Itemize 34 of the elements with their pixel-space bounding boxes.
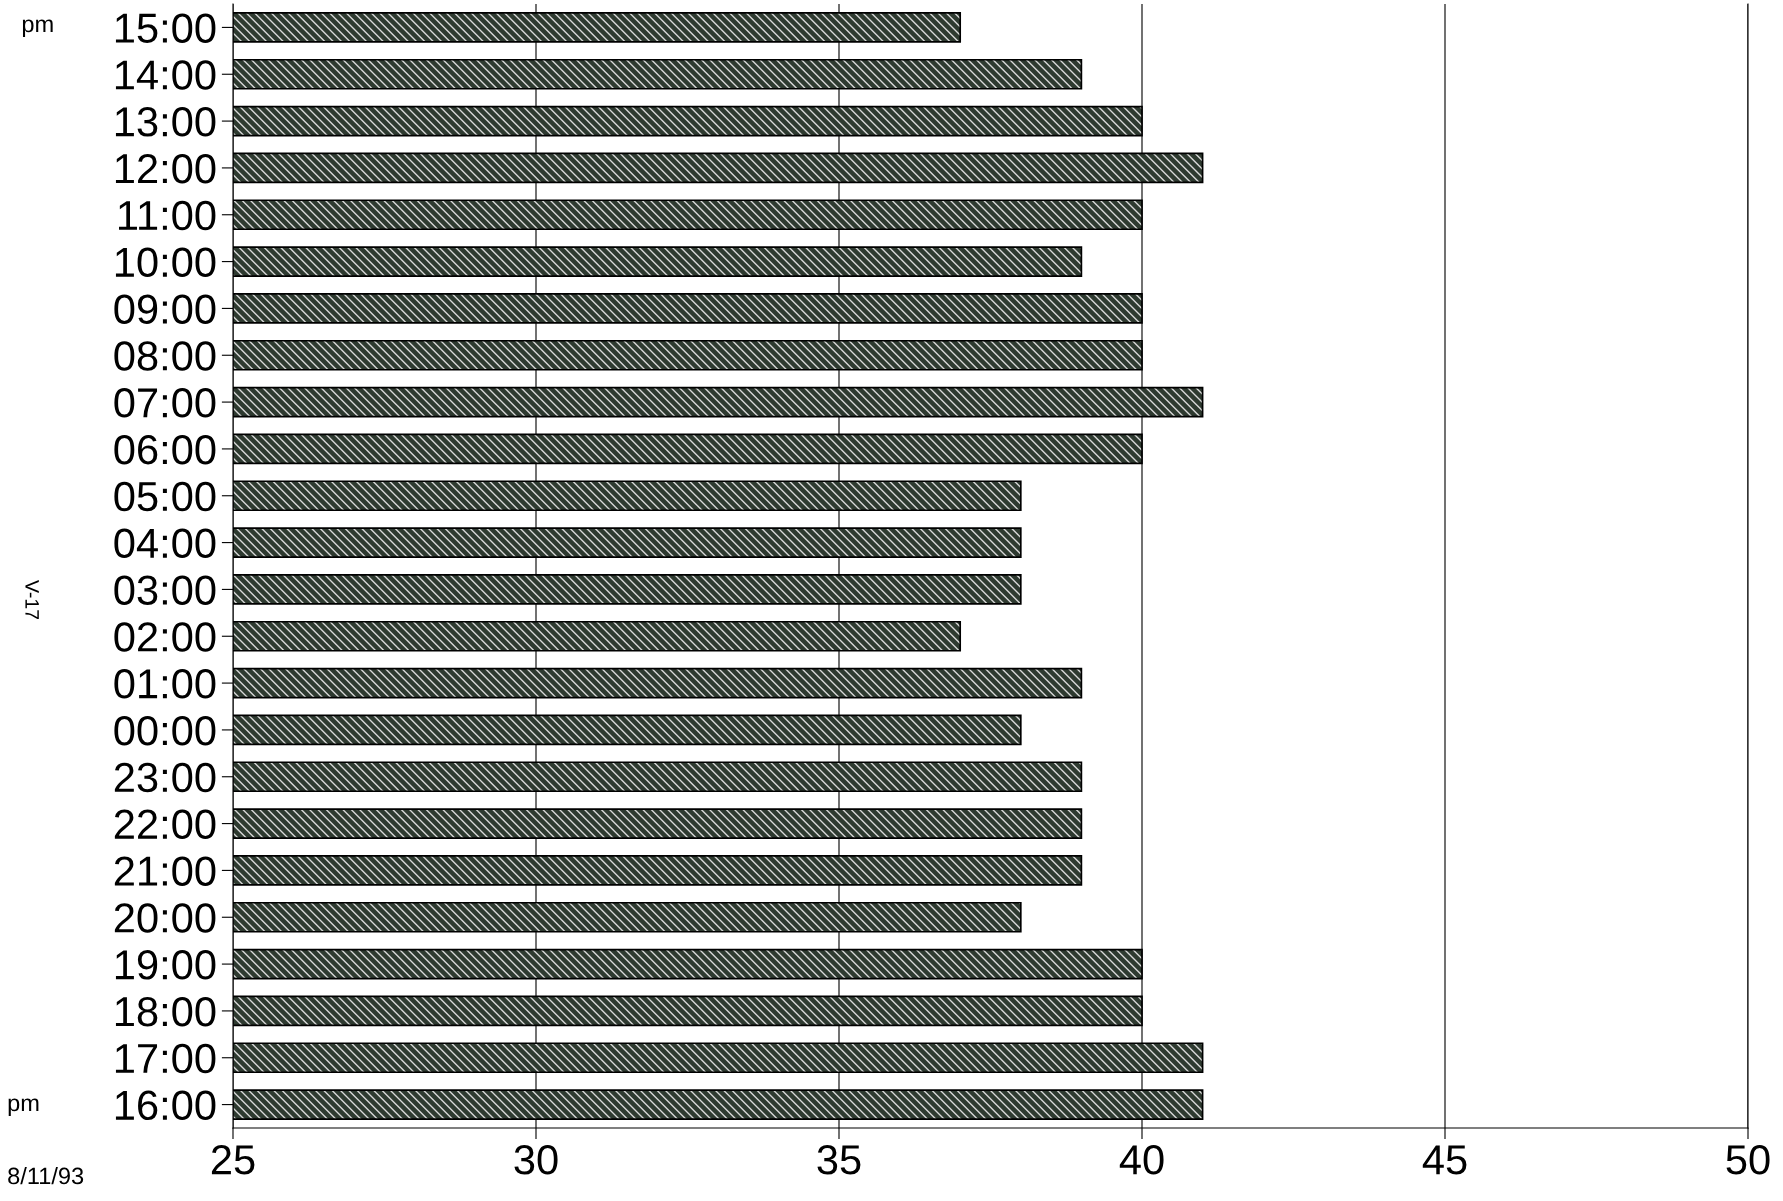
x-tick-label: 35: [817, 1145, 861, 1175]
x-tick-label: 25: [211, 1145, 255, 1175]
y-tick-label: 00:00: [114, 715, 216, 746]
y-tick-label: 10:00: [115, 247, 216, 278]
y-tick-label: 18:00: [115, 996, 216, 1027]
y-tick-label: 13:00: [115, 107, 216, 137]
y-tick-label: 17:00: [115, 1043, 216, 1074]
y-tick-label: 07:00: [114, 388, 216, 418]
text: 8/11/93: [8, 1166, 84, 1185]
y-tick-label: 20:00: [114, 903, 216, 933]
y-tick-label: 02:00: [114, 622, 216, 652]
x-tick-label: 30: [514, 1145, 558, 1175]
text: V-17: [25, 580, 39, 620]
y-tick-label: 08:00: [114, 341, 216, 371]
y-tick-label: 15:00: [115, 13, 216, 43]
text: pm: [22, 19, 53, 38]
y-tick-label: 23:00: [114, 762, 216, 793]
y-tick-label: 19:00: [115, 950, 216, 980]
y-tick-label: 11:00: [119, 200, 216, 231]
y-tick-label: 12:00: [115, 153, 216, 184]
y-tick-label: 09:00: [114, 294, 216, 324]
y-tick-label: 06:00: [114, 434, 216, 465]
x-tick-label: 45: [1422, 1145, 1467, 1175]
y-tick-label: 14:00: [115, 60, 216, 90]
y-tick-label: 04:00: [114, 528, 216, 559]
y-tick-label: 16:00: [115, 1090, 216, 1121]
y-tick-label: 21:00: [114, 856, 216, 886]
y-tick-label: 03:00: [114, 575, 216, 605]
y-tick-label: 05:00: [114, 481, 216, 512]
x-tick-label: 50: [1726, 1145, 1770, 1175]
text: pm: [8, 1098, 39, 1117]
y-tick-label: 01:00: [114, 669, 216, 699]
x-tick-label: 40: [1119, 1145, 1164, 1175]
y-tick-label: 22:00: [114, 809, 216, 840]
